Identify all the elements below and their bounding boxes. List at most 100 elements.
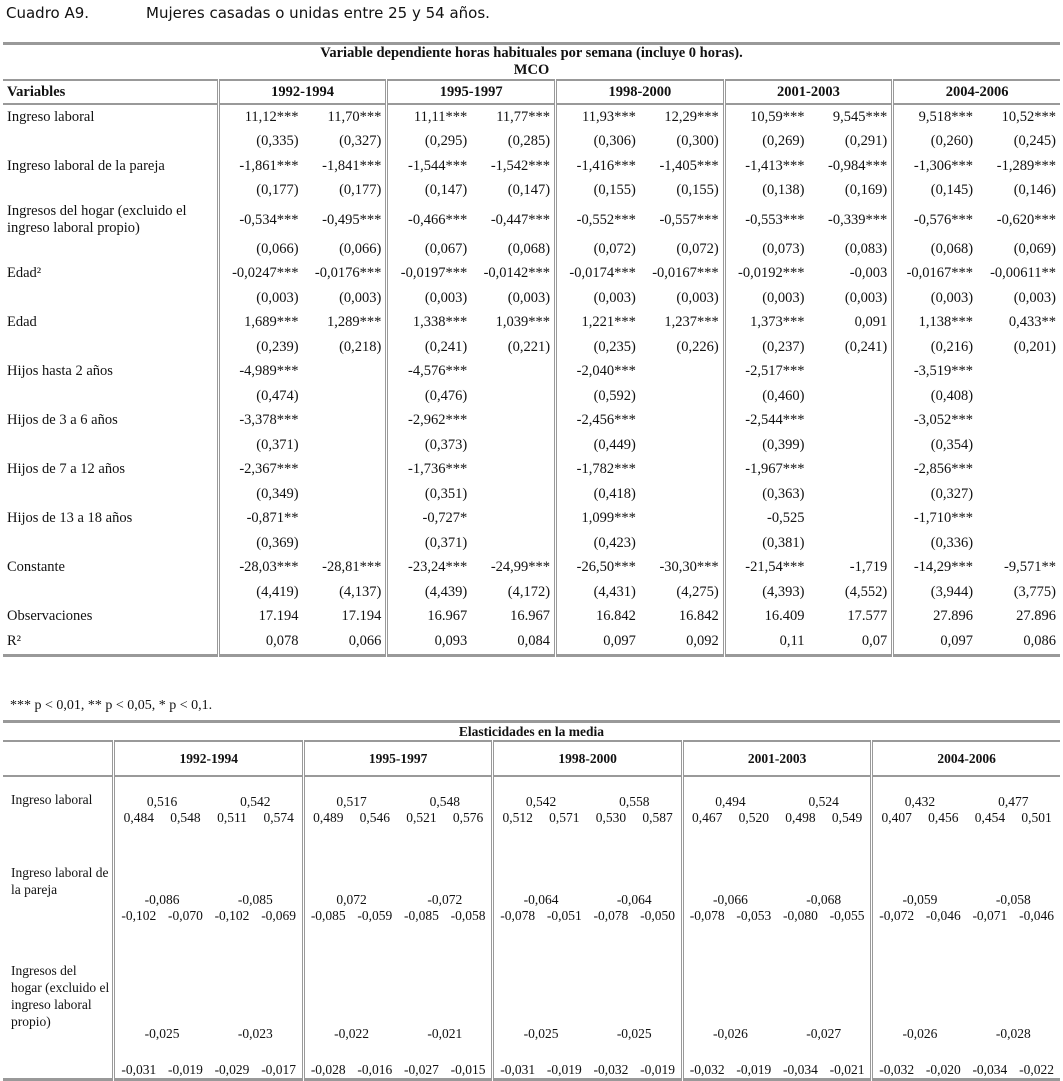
cell: (4,439) xyxy=(385,580,472,605)
cell: 0,078 xyxy=(216,629,303,655)
bound-cell: 0,520 xyxy=(738,810,769,825)
row-label: Edad xyxy=(7,314,37,331)
data-row: Hijos de 7 a 12 años -2,367*** -1,736*** -1… xyxy=(3,457,1060,482)
cell: -21,54*** xyxy=(722,555,809,580)
bound-cell: -0,019 xyxy=(640,1061,675,1077)
bound-cell: -0,078 xyxy=(593,908,629,923)
cell: 16.842 xyxy=(678,608,719,625)
table-header: MCO xyxy=(513,62,550,78)
bound-cell: -0,032 xyxy=(680,1042,731,1079)
cell: -0,0142*** xyxy=(483,265,551,282)
cell: (0,072) xyxy=(554,237,640,262)
data-row: (0,066) (0,066) (0,067) (0,068) (0,072) (0,07… xyxy=(3,237,1060,262)
cell xyxy=(640,482,724,507)
bound-cell: 0,548 xyxy=(170,810,201,825)
cell: (0,306) xyxy=(554,129,640,154)
bounds-row: -0,031 -0,019 -0,029 -0,017 -0,028 -0,016 -0,0… xyxy=(3,1042,1060,1079)
cell: (0,003) xyxy=(676,289,719,306)
bound-cell: -0,034 xyxy=(972,1061,1008,1077)
cell xyxy=(471,360,555,385)
mean-row: Ingreso laboral de la pareja -0,086 -0,085… xyxy=(3,850,1060,908)
row-label: Ingreso laboral xyxy=(11,792,93,807)
cell: 0,433** xyxy=(1008,314,1056,331)
bounds-row: 0,484 0,548 0,511 0,574 0,489 0,546 0,521 0,576… xyxy=(3,810,1060,850)
cell xyxy=(809,360,893,385)
period-row: 1992-1994 1995-1997 1998-2000 2001-2003 2004… xyxy=(3,741,1060,777)
mean-cell: 0,517 xyxy=(301,776,399,810)
bound-cell: 0,576 xyxy=(452,810,484,825)
row-label xyxy=(3,384,218,409)
cell: (0,371) xyxy=(385,531,472,556)
bound-cell: 0,467 xyxy=(680,810,731,850)
cell: -23,24*** xyxy=(385,555,472,580)
cell: (0,003) xyxy=(1013,289,1056,306)
cell: -0,0192*** xyxy=(722,261,809,286)
cell: -26,50*** xyxy=(554,555,640,580)
cell: (0,239) xyxy=(216,335,303,360)
cell: -28,81*** xyxy=(322,559,382,576)
cell: (0,460) xyxy=(722,384,809,409)
mean-cell: -0,059 xyxy=(870,850,967,908)
bound-cell: -0,055 xyxy=(829,908,865,923)
bound-cell: -0,085 xyxy=(404,908,439,923)
cell: 1,289*** xyxy=(327,314,382,331)
cell: -2,456*** xyxy=(554,408,640,433)
cell: (0,369) xyxy=(216,531,303,556)
cell: 0,097 xyxy=(891,629,978,655)
cell: (4,431) xyxy=(554,580,640,605)
data-row: Ingreso laboral 11,12*** 11,70*** 11,11*** 1… xyxy=(3,104,1060,130)
cell: -0,0197*** xyxy=(385,261,472,286)
header-row: MCO xyxy=(3,62,1060,80)
data-row: Hijos de 13 a 18 años -0,871** -0,727* 1,09… xyxy=(3,506,1060,531)
bound-cell: -0,034 xyxy=(782,1061,818,1077)
cell: (4,552) xyxy=(844,583,888,600)
mean-cell: -0,021 xyxy=(427,1026,463,1041)
cell: 12,29*** xyxy=(664,108,719,125)
cell: (3,944) xyxy=(891,580,978,605)
bound-cell: -0,070 xyxy=(167,908,203,923)
cell: (0,169) xyxy=(844,182,888,199)
cell: -1,542*** xyxy=(490,157,551,174)
cell: (0,145) xyxy=(891,178,978,203)
row-label xyxy=(3,531,218,556)
mean-cell: -0,026 xyxy=(870,948,967,1042)
data-row: R² 0,078 0,066 0,093 0,084 0,097 0,092 0,11 0,07… xyxy=(3,629,1060,655)
cell: 9,518*** xyxy=(891,104,978,130)
cell: -1,413*** xyxy=(722,154,809,179)
row-label: Ingreso laboral de la pareja xyxy=(7,157,165,174)
cell: 11,12*** xyxy=(216,104,303,130)
cell: 0,11 xyxy=(722,629,809,655)
cell xyxy=(640,433,724,458)
cell: (0,408) xyxy=(891,384,978,409)
cell: (0,300) xyxy=(676,133,719,150)
cell: (0,003) xyxy=(891,286,978,311)
bound-cell: -0,050 xyxy=(640,908,675,923)
mean-cell: -0,025 xyxy=(491,948,588,1042)
bound-cell: 0,489 xyxy=(301,810,352,850)
cell: -2,962*** xyxy=(385,408,472,433)
cell: 17.194 xyxy=(341,608,382,625)
cell: -2,040*** xyxy=(554,359,640,384)
data-row: (0,239) (0,218) (0,241) (0,221) (0,235) (0,22… xyxy=(3,335,1060,360)
data-row: Ingreso laboral de la pareja -1,861*** -1,… xyxy=(3,154,1060,179)
cell: -4,576*** xyxy=(385,359,472,384)
bound-cell: -0,019 xyxy=(546,1061,582,1077)
cell: (0,349) xyxy=(216,482,303,507)
cell: -0,727* xyxy=(385,506,472,531)
cell: (4,137) xyxy=(339,583,382,600)
cell: 1,138*** xyxy=(891,310,978,335)
data-row: Edad 1,689*** 1,289*** 1,338*** 1,039*** 1,22… xyxy=(3,310,1060,335)
mean-cell: 0,542 xyxy=(491,776,588,810)
cell: 0,091 xyxy=(854,314,888,331)
cell: 1,689*** xyxy=(216,310,303,335)
cell: -1,710*** xyxy=(891,506,978,531)
caption-title: Mujeres casadas o unidas entre 25 y 54 a… xyxy=(146,4,490,22)
cell xyxy=(471,531,555,556)
cell: (4,275) xyxy=(676,583,719,600)
bound-cell: 0,454 xyxy=(974,810,1006,825)
cell: 16.409 xyxy=(722,604,809,629)
data-row: Constante -28,03*** -28,81*** -23,24*** -24,… xyxy=(3,555,1060,580)
bound-cell: 0,407 xyxy=(870,810,920,850)
bound-cell: -0,051 xyxy=(546,908,582,923)
cell: -28,03*** xyxy=(216,555,303,580)
